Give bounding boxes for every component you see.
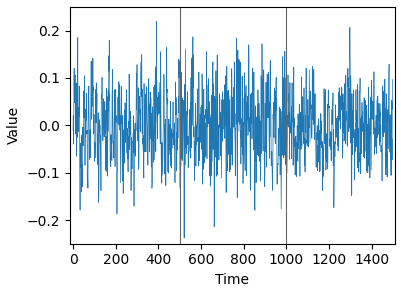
X-axis label: Time: Time	[215, 273, 249, 287]
Y-axis label: Value: Value	[7, 106, 21, 144]
